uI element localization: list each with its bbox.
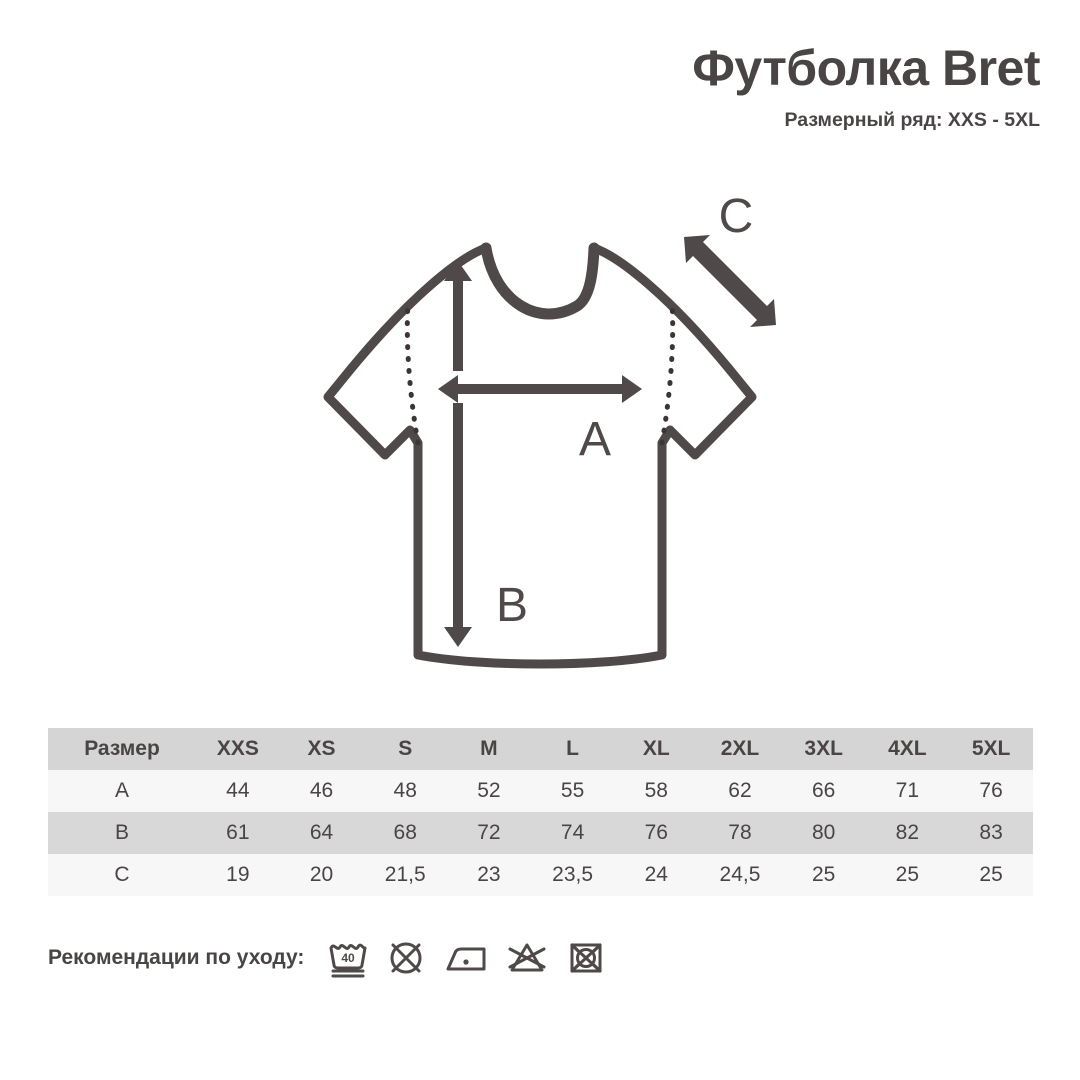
label-a: A bbox=[579, 413, 611, 466]
table-cell: 62 bbox=[698, 770, 782, 812]
table-row: C 19 20 21,5 23 23,5 24 24,5 25 25 25 bbox=[48, 854, 1033, 896]
table-cell: 19 bbox=[196, 854, 280, 896]
table-cell: 83 bbox=[949, 812, 1033, 854]
table-cell: 68 bbox=[363, 812, 448, 854]
label-b: B bbox=[496, 579, 528, 632]
table-cell: 64 bbox=[279, 812, 364, 854]
table-cell: 52 bbox=[447, 770, 531, 812]
table-cell: 71 bbox=[865, 770, 950, 812]
table-header-size: 2XL bbox=[698, 728, 782, 770]
table-header-row-label: Размер bbox=[48, 728, 196, 770]
table-cell: 23,5 bbox=[530, 854, 615, 896]
label-c: C bbox=[719, 190, 754, 243]
table-cell: 82 bbox=[865, 812, 950, 854]
table-cell: 61 bbox=[196, 812, 280, 854]
wash-temperature-value: 40 bbox=[342, 951, 356, 965]
table-cell: 74 bbox=[530, 812, 615, 854]
do-not-dry-clean-icon bbox=[504, 936, 550, 980]
table-cell: 25 bbox=[865, 854, 950, 896]
do-not-bleach-icon bbox=[384, 936, 428, 980]
left-sleeve-seam bbox=[404, 300, 421, 446]
table-cell: 76 bbox=[949, 770, 1033, 812]
table-header-size: 4XL bbox=[865, 728, 950, 770]
table-header-size: XXS bbox=[196, 728, 280, 770]
table-cell: 24 bbox=[614, 854, 699, 896]
table-cell: 23 bbox=[447, 854, 531, 896]
measure-arrow-a bbox=[438, 375, 642, 403]
care-instructions-label: Рекомендации по уходу: bbox=[48, 946, 305, 969]
table-header-size: 5XL bbox=[949, 728, 1033, 770]
table-cell: 46 bbox=[279, 770, 364, 812]
header: Футболка Bret Размерный ряд: XXS - 5XL bbox=[692, 42, 1040, 132]
table-cell: 58 bbox=[614, 770, 699, 812]
measure-arrow-b bbox=[444, 403, 472, 647]
iron-low-one-dot-icon bbox=[442, 936, 490, 980]
table-cell: 44 bbox=[196, 770, 280, 812]
table-row-label: B bbox=[48, 812, 196, 854]
wash-40-delicate-icon: 40 bbox=[326, 936, 370, 980]
table-cell: 78 bbox=[698, 812, 782, 854]
tshirt-measurement-illustration: A B C bbox=[290, 185, 810, 685]
care-instructions-row: Рекомендации по уходу: 40 bbox=[48, 936, 608, 980]
table-header-size: L bbox=[530, 728, 615, 770]
table-cell: 24,5 bbox=[698, 854, 782, 896]
table-row: A 44 46 48 52 55 58 62 66 71 76 bbox=[48, 770, 1033, 812]
page-title: Футболка Bret bbox=[692, 40, 1040, 96]
table-cell: 72 bbox=[447, 812, 531, 854]
table-cell: 76 bbox=[614, 812, 699, 854]
table-header-size: 3XL bbox=[781, 728, 866, 770]
table-row-label: C bbox=[48, 854, 196, 896]
right-sleeve-seam bbox=[659, 300, 676, 446]
table-header-size: XL bbox=[614, 728, 699, 770]
table-header-size: XS bbox=[279, 728, 364, 770]
table-header-size: M bbox=[447, 728, 531, 770]
size-range-subtitle: Размерный ряд: XXS - 5XL bbox=[784, 108, 1041, 131]
table-row: B 61 64 68 72 74 76 78 80 82 83 bbox=[48, 812, 1033, 854]
table-cell: 21,5 bbox=[363, 854, 448, 896]
table-cell: 66 bbox=[781, 770, 866, 812]
table-cell: 25 bbox=[781, 854, 866, 896]
table-row-label: A bbox=[48, 770, 196, 812]
table-cell: 48 bbox=[363, 770, 448, 812]
table-cell: 80 bbox=[781, 812, 866, 854]
size-table: Размер XXS XS S M L XL 2XL 3XL 4XL 5XL A 44 46 48 52 5… bbox=[48, 728, 1033, 896]
table-cell: 20 bbox=[279, 854, 364, 896]
measure-arrow-vertical-up bbox=[444, 261, 472, 371]
measure-arrow-c bbox=[684, 235, 776, 327]
table-header-size: S bbox=[363, 728, 448, 770]
table-cell: 55 bbox=[530, 770, 615, 812]
table-header-row: Размер XXS XS S M L XL 2XL 3XL 4XL 5XL bbox=[48, 728, 1033, 770]
table-cell: 25 bbox=[949, 854, 1033, 896]
table-body: A 44 46 48 52 55 58 62 66 71 76 B 61 64 68 72 74 76 78 80 82… bbox=[48, 770, 1033, 896]
care-icons-group: 40 bbox=[326, 936, 608, 980]
do-not-tumble-dry-icon bbox=[564, 936, 608, 980]
